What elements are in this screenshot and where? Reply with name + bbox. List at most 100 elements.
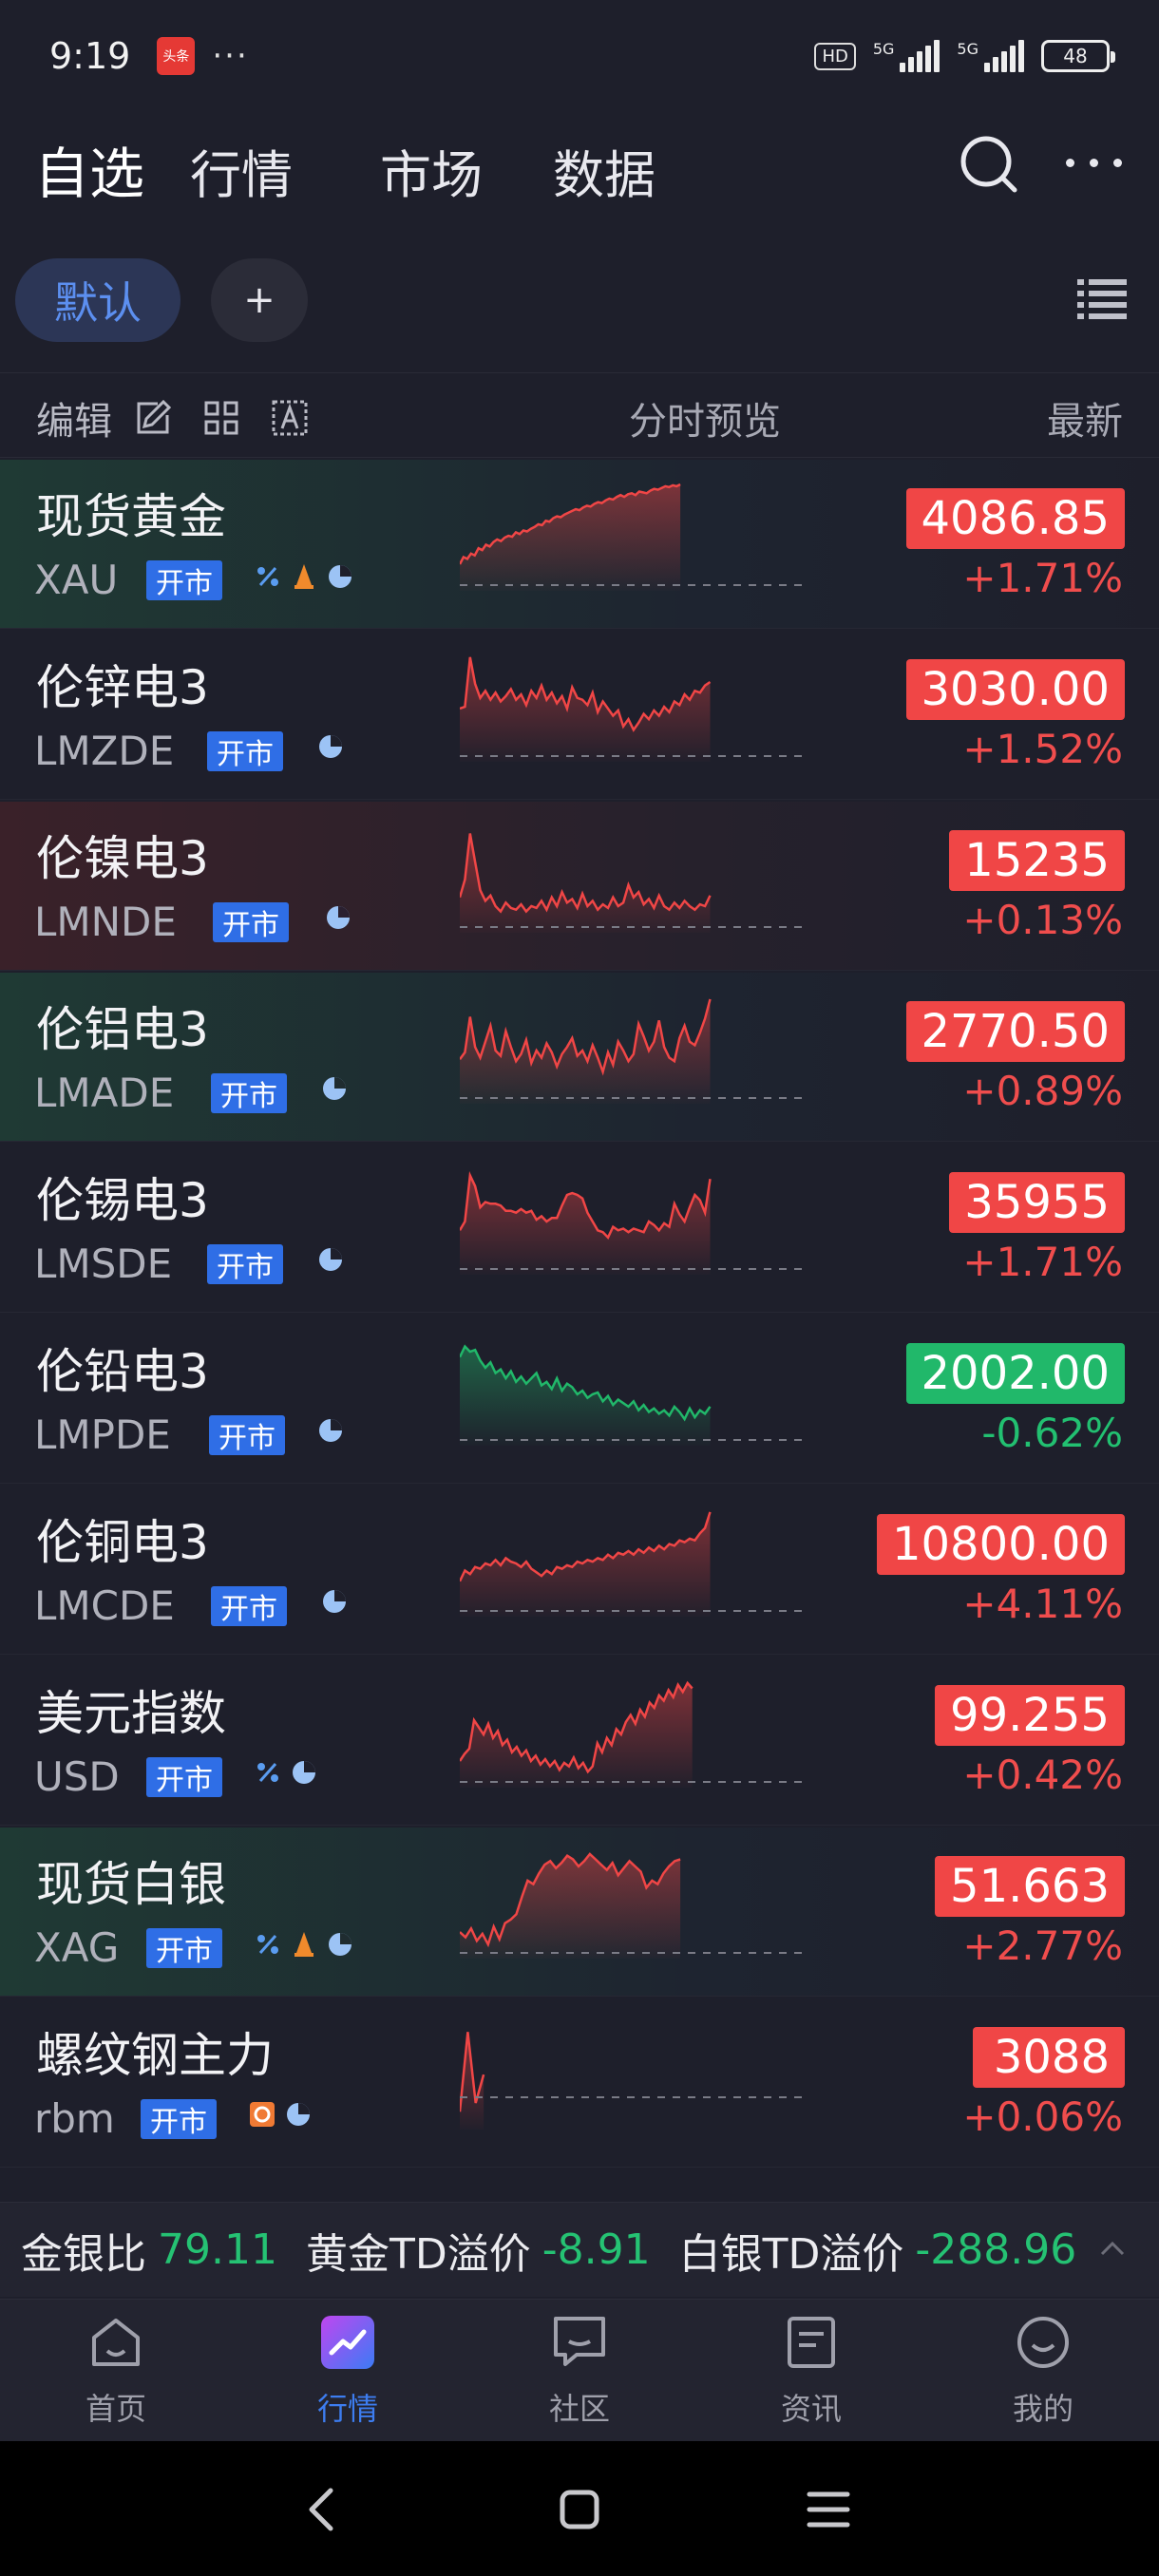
ticker-value: 79.11	[158, 2226, 277, 2274]
pie-icon	[317, 733, 344, 764]
price-box: 35955	[949, 1172, 1125, 1233]
add-group-button[interactable]: +	[211, 258, 308, 342]
sparkline-line	[460, 483, 681, 565]
system-nav-bar	[0, 2441, 1159, 2576]
community-icon	[554, 2317, 605, 2366]
watchlist-row[interactable]: 螺纹钢主力 rbm 开市 3088 +0.06%	[0, 1998, 1159, 2168]
price-box: 3030.00	[905, 659, 1125, 720]
hd-voice-icon: HD	[814, 42, 856, 70]
news-app-icon: 头条	[157, 37, 196, 75]
battery-icon: 48	[1041, 40, 1115, 72]
sparkline-line	[460, 1170, 712, 1240]
status-right: HD 5G 5G 48	[814, 40, 1115, 72]
top-nav: 自选 行情 市场 数据	[0, 112, 1159, 217]
status-time: 9:19	[49, 35, 131, 77]
ticker-label: 白银TD溢价	[678, 2229, 904, 2279]
sparkline-area	[460, 484, 681, 591]
nav-news[interactable]: 资讯	[735, 2313, 887, 2436]
network-type-label: 5G	[957, 40, 978, 58]
watchlist-row[interactable]: 伦铝电3 LMADE 开市 2770.50 +0.89%	[0, 973, 1159, 1142]
tab-data[interactable]: 数据	[553, 145, 656, 205]
watchlist-row[interactable]: 伦锌电3 LMZDE 开市 3030.00 +1.52%	[0, 631, 1159, 800]
nav-market[interactable]: 行情	[272, 2313, 424, 2436]
nav-label: 我的	[1012, 2391, 1074, 2427]
nav-community[interactable]: 社区	[504, 2313, 656, 2436]
bell-icon	[291, 562, 317, 595]
change-percent: +0.89%	[962, 1068, 1123, 1114]
recents-menu-icon[interactable]	[800, 2481, 857, 2538]
grid-view-icon[interactable]	[203, 400, 239, 436]
chevron-up-icon[interactable]	[1098, 2235, 1127, 2263]
instrument-name: 现货白银	[36, 1857, 226, 1912]
price-box: 4086.85	[905, 488, 1125, 549]
watchlist-row[interactable]: 伦铜电3 LMCDE 开市 10800.00 +4.11%	[0, 1486, 1159, 1655]
sparkline-area	[460, 998, 711, 1104]
pie-icon	[317, 1417, 344, 1448]
preview-column-label: 分时预览	[629, 400, 781, 444]
network-type-label: 5G	[872, 40, 895, 58]
home-button-icon[interactable]	[551, 2481, 608, 2538]
latest-column-label[interactable]: 最新	[1047, 400, 1123, 444]
tab-market[interactable]: 市场	[380, 145, 483, 205]
row-icons	[317, 1417, 344, 1448]
sparkline	[460, 1680, 808, 1788]
edit-button[interactable]: 编辑	[36, 400, 112, 444]
nav-profile[interactable]: 我的	[967, 2313, 1119, 2436]
row-icons	[255, 1930, 353, 1962]
instrument-name: 现货黄金	[36, 489, 226, 544]
pie-icon	[291, 1759, 317, 1790]
change-percent: +1.71%	[962, 555, 1123, 601]
nav-label: 行情	[316, 2391, 378, 2427]
watchlist-row[interactable]: 美元指数 USD 开市 99.255 +0.42%	[0, 1657, 1159, 1826]
watchlist-row[interactable]: 伦镍电3 LMNDE 开市 15235 +0.13%	[0, 802, 1159, 971]
percent-icon	[255, 1931, 281, 1961]
watchlist-row[interactable]: 伦铅电3 LMPDE 开市 2002.00 -0.62%	[0, 1315, 1159, 1484]
market-open-tag: 开市	[211, 1073, 287, 1113]
ticker-label: 金银比	[21, 2229, 146, 2279]
sparkline-area	[460, 833, 711, 933]
premium-ticker[interactable]: 金银比 79.11 黄金TD溢价 -8.91 白银TD溢价 -288.96	[0, 2202, 1159, 2297]
font-size-icon[interactable]	[272, 400, 308, 436]
edit-icon[interactable]	[135, 398, 173, 436]
price-box: 2002.00	[905, 1343, 1125, 1404]
instrument-name: 伦锡电3	[36, 1173, 209, 1228]
row-icons	[317, 733, 344, 764]
nav-home[interactable]: 首页	[40, 2313, 192, 2436]
change-percent: -0.62%	[981, 1410, 1123, 1456]
more-menu-icon[interactable]	[1066, 148, 1132, 177]
change-percent: +2.77%	[962, 1923, 1123, 1969]
search-icon[interactable]	[958, 133, 1020, 196]
home-icon	[92, 2319, 140, 2366]
instrument-name: 伦锌电3	[36, 660, 209, 715]
sparkline-line	[460, 2032, 485, 2112]
market-open-tag: 开市	[141, 2099, 217, 2139]
row-icons	[321, 1588, 348, 1619]
pie-icon	[325, 904, 352, 935]
back-icon[interactable]	[294, 2481, 352, 2538]
market-open-tag: 开市	[213, 902, 289, 942]
sparkline	[460, 1852, 808, 1959]
ticker-label: 黄金TD溢价	[305, 2229, 531, 2279]
group-default-chip[interactable]: 默认	[15, 258, 180, 342]
watchlist-row[interactable]: 现货黄金 XAU 开市 4086.85 +1.71%	[0, 460, 1159, 629]
row-icons	[321, 1075, 348, 1106]
instrument-name: 伦铝电3	[36, 1002, 209, 1057]
watchlist-row[interactable]: 现货白银 XAG 开市 51.663 +2.77%	[0, 1828, 1159, 1997]
pie-icon	[327, 1931, 353, 1961]
change-percent: +0.13%	[962, 897, 1123, 943]
price-box: 51.663	[935, 1856, 1125, 1917]
tab-quotes[interactable]: 行情	[190, 145, 293, 205]
sparkline-line	[460, 833, 712, 914]
nav-label: 首页	[85, 2391, 146, 2427]
sparkline-area	[460, 1682, 693, 1788]
list-view-icon[interactable]	[1077, 277, 1127, 319]
column-header: 编辑 分时预览 最新	[0, 372, 1159, 458]
watchlist-row[interactable]: 伦锡电3 LMSDE 开市 35955 +1.71%	[0, 1144, 1159, 1313]
nav-label: 社区	[548, 2391, 610, 2427]
tab-watchlist[interactable]: 自选	[34, 142, 145, 206]
sparkline-line	[460, 1511, 712, 1582]
sparkline-area	[460, 1175, 711, 1275]
price-box: 10800.00	[876, 1514, 1125, 1575]
pie-icon	[327, 563, 353, 594]
more-notifications-icon: ···	[212, 37, 249, 75]
